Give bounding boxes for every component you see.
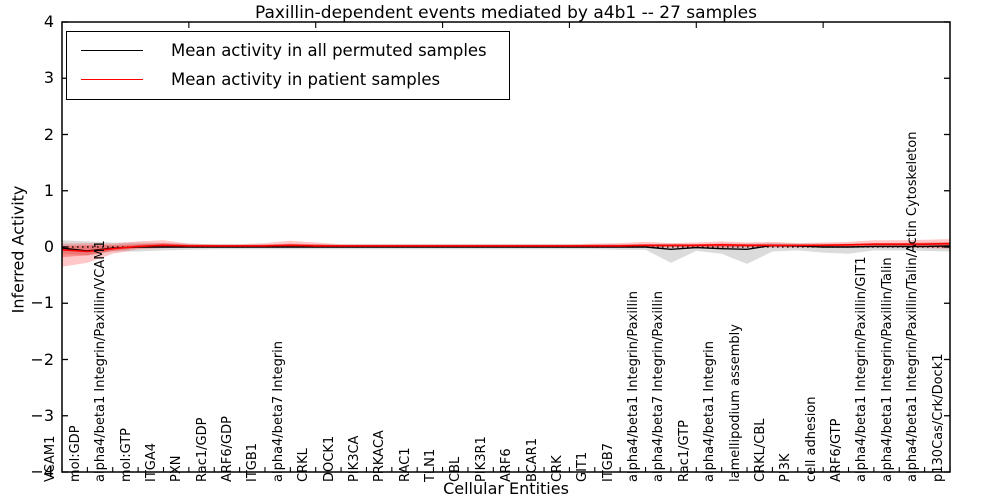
x-tick-label: alpha4/beta1 Integrin/Paxillin/Talin <box>879 257 895 482</box>
legend-line-sample-red <box>81 79 143 80</box>
x-tick-label: TLN1 <box>423 448 439 482</box>
patient-confidence-band <box>62 239 950 267</box>
x-tick-label: GIT1 <box>575 451 591 482</box>
x-axis-label: Cellular Entities <box>443 479 569 498</box>
x-tick-label: CRKL <box>296 448 312 482</box>
y-tick-label: −1 <box>30 293 54 313</box>
legend-entry-permuted: Mean activity in all permuted samples <box>67 41 509 60</box>
patient-mean-line <box>61 242 951 253</box>
y-tick-label: 4 <box>43 12 54 31</box>
x-tick-label: alpha4/beta1 Integrin/Paxillin <box>626 290 642 482</box>
x-tick-label: alpha4/beta7 Integrin/Paxillin <box>651 290 667 482</box>
x-tick-label: ITGB7 <box>600 442 616 482</box>
x-tick-label: alpha4/beta1 Integrin <box>702 340 718 482</box>
x-tick-label: alpha4/beta1 Integrin/Paxillin/Talin/Act… <box>905 131 921 482</box>
legend-label: Mean activity in patient samples <box>171 70 441 89</box>
x-tick-label: PXN <box>169 455 185 482</box>
chart-title: Paxillin-dependent events mediated by a4… <box>255 3 757 23</box>
y-tick-label: 0 <box>43 237 54 256</box>
x-tick-label: ITGB1 <box>245 442 261 482</box>
x-tick-label: Rac1/GDP <box>194 417 210 482</box>
x-tick-label: mol:GDP <box>67 425 83 482</box>
x-tick-label: mol:GTP <box>118 428 134 482</box>
x-tick-label: PRKACA <box>372 430 388 482</box>
x-tick-label: BCAR1 <box>524 438 540 482</box>
x-tick-label: alpha4/beta1 Integrin/Paxillin/VCAM1 <box>93 240 109 482</box>
y-tick-label: −3 <box>30 405 54 425</box>
y-tick-label: 1 <box>43 180 54 200</box>
x-tick-label: PIK3R1 <box>473 436 489 482</box>
x-tick-label: lamellipodium assembly <box>727 324 743 482</box>
y-tick-label: −2 <box>30 349 54 369</box>
y-tick-label: 2 <box>43 124 54 144</box>
legend: Mean activity in all permuted samples Me… <box>66 31 510 100</box>
x-tick-label: alpha4/beta7 Integrin <box>270 340 286 482</box>
x-tick-label: cell adhesion <box>803 396 819 482</box>
legend-label: Mean activity in all permuted samples <box>171 41 487 60</box>
x-tick-label: DOCK1 <box>321 435 337 482</box>
legend-entry-patient: Mean activity in patient samples <box>67 70 509 89</box>
x-tick-label: Rac1/GTP <box>676 420 692 482</box>
x-tick-label: VCAM1 <box>42 435 58 482</box>
x-tick-label: PIK3CA <box>346 435 362 482</box>
x-tick-label: alpha4/beta1 Integrin/Paxillin/GIT1 <box>854 256 870 482</box>
x-tick-label: PI3K <box>778 453 794 482</box>
x-tick-label: ARF6/GTP <box>829 418 844 482</box>
x-tick-label: CBL <box>448 456 464 482</box>
legend-line-sample-black <box>81 50 143 51</box>
x-tick-label: ARF6 <box>499 448 515 482</box>
x-tick-label: CRKL/CBL <box>752 418 768 483</box>
x-tick-label: ITGA4 <box>143 442 159 482</box>
x-tick-label: ARF6/GDP <box>220 416 236 482</box>
x-tick-label: CRK <box>549 455 565 482</box>
x-tick-label: RAC1 <box>397 447 413 482</box>
y-tick-label: 3 <box>43 68 54 88</box>
x-tick-label: p130Cas/Crk/Dock1 <box>930 353 946 482</box>
y-tick-label: −4 <box>30 462 54 481</box>
